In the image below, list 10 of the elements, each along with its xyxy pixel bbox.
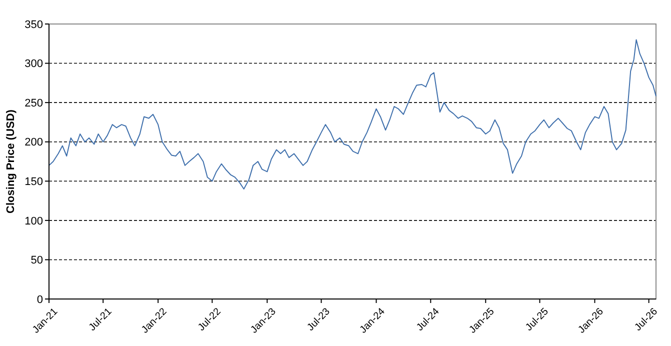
y-axis-title: Closing Price (USD) [5, 109, 17, 214]
y-tick-label: 200 [24, 136, 43, 149]
y-tick-label: 100 [24, 215, 43, 228]
y-tick-label: 250 [24, 97, 43, 110]
y-tick-label: 0 [36, 294, 43, 306]
y-tick-label: 150 [24, 176, 43, 188]
y-tick-label: 50 [30, 254, 43, 267]
y-tick-label: 350 [24, 18, 43, 31]
y-tick-label: 300 [24, 58, 43, 70]
line-series [48, 39, 656, 190]
